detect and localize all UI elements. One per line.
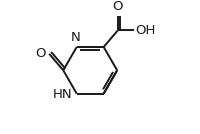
- Text: O: O: [113, 0, 123, 13]
- Text: O: O: [36, 47, 46, 60]
- Text: HN: HN: [53, 88, 72, 101]
- Text: OH: OH: [135, 24, 155, 37]
- Text: N: N: [71, 31, 81, 44]
